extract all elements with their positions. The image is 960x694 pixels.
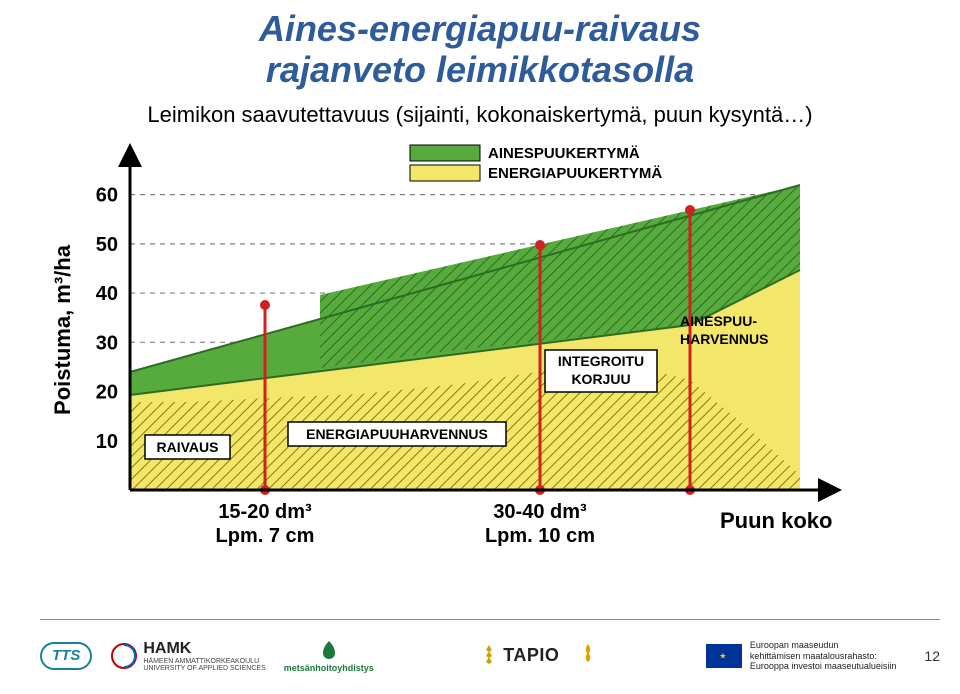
svg-text:30: 30 bbox=[96, 332, 118, 354]
title-line-1: Aines-energiapuu-raivaus bbox=[259, 8, 701, 49]
eu-block: Euroopan maaseudun kehittämisen maatalou… bbox=[706, 640, 897, 671]
eu-flag-icon bbox=[706, 644, 742, 668]
hamk-icon bbox=[110, 642, 138, 670]
slide-subtitle: Leimikon saavutettavuus (sijainti, kokon… bbox=[0, 102, 960, 128]
legend: AINESPUUKERTYMÄ ENERGIAPUUKERTYMÄ bbox=[410, 145, 662, 182]
x-axis-label: Puun koko bbox=[720, 508, 832, 533]
page-number: 12 bbox=[924, 648, 940, 664]
legend-label-energia: ENERGIAPUUKERTYMÄ bbox=[488, 165, 662, 182]
eu-text: Euroopan maaseudun kehittämisen maatalou… bbox=[750, 640, 897, 671]
slide-title: Aines-energiapuu-raivaus rajanveto leimi… bbox=[0, 8, 960, 91]
legend-box-energia bbox=[410, 165, 480, 181]
y-tick-labels: 10 20 30 40 50 60 bbox=[96, 185, 118, 453]
footer-right-logos: Euroopan maaseudun kehittämisen maatalou… bbox=[706, 640, 940, 671]
myhd-logo: metsänhoitoyhdistys bbox=[284, 639, 374, 673]
svg-text:Lpm. 10 cm: Lpm. 10 cm bbox=[485, 525, 595, 547]
x-tick-labels: 15-20 dm³Lpm. 7 cm 30-40 dm³Lpm. 10 cm bbox=[216, 501, 595, 547]
svg-text:ENERGIAPUUHARVENNUS: ENERGIAPUUHARVENNUS bbox=[306, 426, 488, 442]
svg-text:15-20 dm³: 15-20 dm³ bbox=[218, 501, 312, 523]
hamk-logo: HAMK HÄMEEN AMMATTIKORKEAKOULU UNIVERSIT… bbox=[110, 640, 265, 672]
footer: TTS HAMK HÄMEEN AMMATTIKORKEAKOULU UNIVE… bbox=[40, 619, 940, 686]
tapio-logo: TAPIO bbox=[480, 645, 559, 667]
svg-text:10: 10 bbox=[96, 431, 118, 453]
svg-text:50: 50 bbox=[96, 234, 118, 256]
legend-box-aines bbox=[410, 145, 480, 161]
svg-text:40: 40 bbox=[96, 283, 118, 305]
grain-logo-2 bbox=[577, 642, 599, 670]
chart: 102030405060 Poistuma, m³/ha 15-20 dm³Lp… bbox=[40, 140, 920, 600]
footer-left-logos: TTS HAMK HÄMEEN AMMATTIKORKEAKOULU UNIVE… bbox=[40, 639, 374, 673]
footer-center-logos: TAPIO bbox=[480, 642, 599, 670]
tts-logo: TTS bbox=[40, 642, 92, 671]
svg-text:60: 60 bbox=[96, 185, 118, 207]
title-line-2: rajanveto leimikkotasolla bbox=[266, 49, 694, 90]
slide: Aines-energiapuu-raivaus rajanveto leimi… bbox=[0, 0, 960, 694]
legend-label-aines: AINESPUUKERTYMÄ bbox=[488, 145, 640, 162]
chart-svg: 102030405060 Poistuma, m³/ha 15-20 dm³Lp… bbox=[40, 140, 920, 600]
svg-text:HARVENNUS: HARVENNUS bbox=[680, 331, 768, 347]
leaf-icon bbox=[317, 639, 341, 663]
svg-text:30-40 dm³: 30-40 dm³ bbox=[493, 501, 587, 523]
svg-text:RAIVAUS: RAIVAUS bbox=[157, 439, 219, 455]
y-axis-label: Poistuma, m³/ha bbox=[50, 244, 75, 415]
wheat-icon bbox=[577, 642, 599, 670]
svg-text:INTEGROITU: INTEGROITU bbox=[558, 353, 644, 369]
svg-text:Lpm. 7 cm: Lpm. 7 cm bbox=[216, 525, 315, 547]
svg-text:KORJUU: KORJUU bbox=[571, 371, 630, 387]
svg-text:20: 20 bbox=[96, 382, 118, 404]
grain-icon bbox=[480, 645, 498, 667]
svg-text:AINESPUU-: AINESPUU- bbox=[680, 313, 757, 329]
